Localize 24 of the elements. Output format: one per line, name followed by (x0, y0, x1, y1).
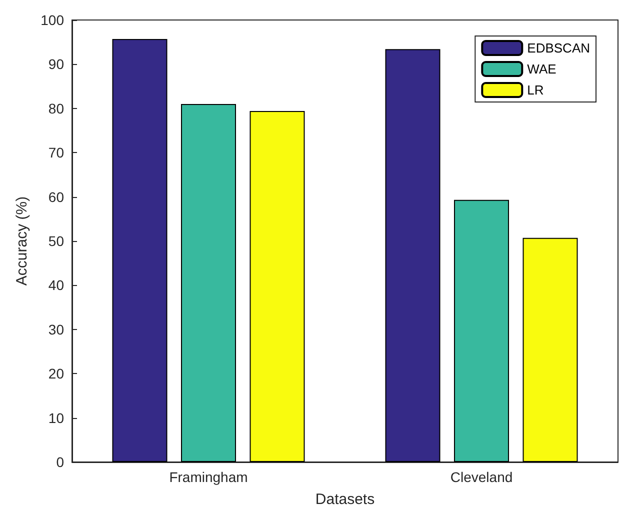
y-tick-label: 90 (48, 56, 64, 72)
x-axis-title: Datasets (315, 491, 375, 508)
legend-label: WAE (527, 62, 557, 76)
bar (454, 200, 509, 462)
x-tick-label: Framingham (169, 469, 248, 485)
y-tick-label: 0 (56, 454, 64, 470)
y-tick-label: 60 (48, 188, 64, 205)
bar (181, 104, 236, 462)
y-axis-title: Accuracy (%) (14, 196, 31, 286)
y-tick-label: 20 (48, 366, 64, 382)
x-tick-label: Cleveland (450, 469, 513, 485)
bar (522, 238, 578, 462)
y-tick-label: 100 (40, 12, 64, 28)
bar (385, 49, 440, 462)
y-tick-label: 50 (48, 233, 64, 249)
bar (112, 39, 168, 462)
legend-label: EDBSCAN (527, 40, 590, 56)
y-tick-label: 10 (48, 410, 64, 426)
y-tick-label: 30 (48, 321, 64, 338)
y-tick-label: 70 (48, 144, 64, 161)
y-tick-label: 40 (48, 277, 64, 294)
y-tick-label: 80 (48, 100, 64, 116)
bar (250, 111, 305, 462)
legend-label: LR (527, 82, 544, 98)
